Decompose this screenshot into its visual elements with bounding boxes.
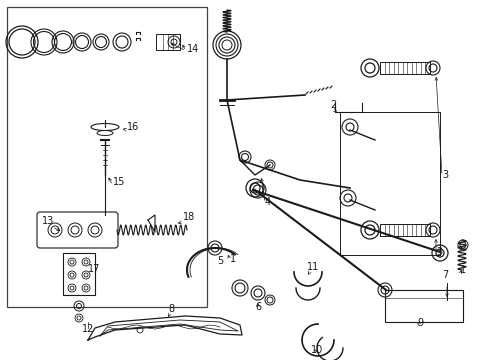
Text: 14: 14 xyxy=(186,44,199,54)
Text: 17: 17 xyxy=(88,264,100,274)
Text: 12: 12 xyxy=(82,324,94,334)
Text: 18: 18 xyxy=(183,212,195,222)
Bar xyxy=(379,62,429,74)
Text: 10: 10 xyxy=(310,345,323,355)
Bar xyxy=(156,34,180,50)
Bar xyxy=(63,253,95,295)
Text: 15: 15 xyxy=(113,177,125,187)
Text: 9: 9 xyxy=(416,318,422,328)
Text: 16: 16 xyxy=(127,122,139,132)
Bar xyxy=(379,224,429,236)
Text: 1: 1 xyxy=(229,254,236,264)
Text: 7: 7 xyxy=(441,270,447,280)
Bar xyxy=(384,290,462,322)
Text: 6: 6 xyxy=(254,302,261,312)
Text: 11: 11 xyxy=(306,262,319,272)
Text: 3: 3 xyxy=(435,247,441,257)
Text: 8: 8 xyxy=(168,304,174,314)
Text: 13: 13 xyxy=(42,216,54,226)
Text: 1: 1 xyxy=(459,265,465,275)
Text: 2: 2 xyxy=(329,100,336,110)
Text: 4: 4 xyxy=(264,197,270,207)
Text: 3: 3 xyxy=(441,170,447,180)
Text: 5: 5 xyxy=(217,256,223,266)
Bar xyxy=(7,7,206,307)
